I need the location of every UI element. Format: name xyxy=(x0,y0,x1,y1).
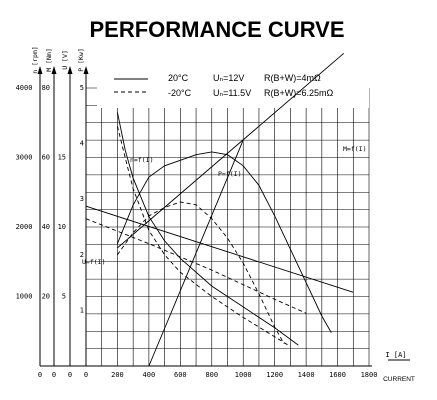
y-tick-label: 3000 xyxy=(16,154,33,162)
y-tick-label: 2000 xyxy=(16,223,33,231)
y-tick-label: 20 xyxy=(42,293,50,301)
y-tick-label: 10 xyxy=(58,223,66,231)
legend-background xyxy=(97,68,369,108)
legend-resistance-solid: R(B+W)=4mΩ xyxy=(264,73,321,83)
legend-temp-dashed: -20°C xyxy=(168,88,192,98)
x-axis-label: I [A] xyxy=(385,351,406,359)
y-axis-arrow xyxy=(67,66,73,74)
x-tick-label: 200 xyxy=(111,371,124,379)
y-tick-label: 15 xyxy=(58,154,66,162)
y-tick-label: 80 xyxy=(42,84,50,92)
axis-zero-label: 0 xyxy=(68,371,72,379)
legend: 20°C Uₙ=12V R(B+W)=4mΩ -20°C Uₙ=11.5V R(B+W)=… xyxy=(114,73,334,98)
label-voltage: U=f(I) xyxy=(82,258,105,266)
x-tick-label: 600 xyxy=(174,371,187,379)
x-tick-label: 0 xyxy=(84,371,88,379)
label-torque: M=f(I) xyxy=(343,145,366,153)
y-axis-label-0: n [rpm] xyxy=(31,46,39,73)
y-axis-arrow xyxy=(83,66,89,74)
y-tick-label: 60 xyxy=(42,154,50,162)
curves xyxy=(85,52,354,367)
x-tick-label: 1800 xyxy=(361,371,378,379)
legend-voltage-dashed: Uₙ=11.5V xyxy=(213,88,251,98)
y-tick-label: 2 xyxy=(80,251,84,259)
y-tick-label: 3 xyxy=(80,195,84,203)
voltage-curve-solid xyxy=(85,205,354,293)
x-tick-label: 1400 xyxy=(298,371,315,379)
x-tick-label: 1200 xyxy=(266,371,283,379)
y-tick-label: 1000 xyxy=(16,293,33,301)
chart-title: PERFORMANCE CURVE xyxy=(89,17,344,42)
legend-temp-solid: 20°C xyxy=(168,73,189,83)
y-axis-label-3: P [Kw] xyxy=(77,48,85,71)
axis-zero-label: 0 xyxy=(38,371,42,379)
y-tick-label: 4 xyxy=(80,140,84,148)
grid xyxy=(85,68,370,367)
x-tick-label: 400 xyxy=(143,371,156,379)
y-tick-label: 1 xyxy=(80,306,84,314)
torque-curve-solid xyxy=(148,139,244,367)
y-tick-label: 40 xyxy=(42,223,50,231)
x-tick-label: 800 xyxy=(205,371,218,379)
legend-resistance-dashed: R(B+W)=6.25mΩ xyxy=(264,88,334,98)
y-axis-label-2: U [V] xyxy=(61,50,69,70)
curve-labels: n=f(I) P=f(I) U=f(I) M=f(I) xyxy=(82,145,366,266)
speed-curve-solid xyxy=(116,112,299,346)
axis-zero-label: 0 xyxy=(52,371,56,379)
y-tick-label: 5 xyxy=(80,84,84,92)
y-axis-arrow xyxy=(37,66,43,74)
y-axis-label-1: M [Nm] xyxy=(45,48,53,71)
y-tick-label: 4000 xyxy=(16,84,33,92)
y-axis-arrow xyxy=(51,66,57,74)
x-tick-label: 1600 xyxy=(329,371,346,379)
x-axis-label-extra: CURRENT xyxy=(383,376,415,383)
y-tick-label: 5 xyxy=(62,293,66,301)
voltage-curve-dashed xyxy=(85,218,307,314)
speed-curve-dashed xyxy=(116,126,291,347)
label-speed: n=f(I) xyxy=(130,156,153,164)
axes: 0 200 400 600 800 1000 1200 1400 1600 1800 0 0 0 I [A… xyxy=(16,46,415,383)
x-tick-label: 1000 xyxy=(235,371,252,379)
label-power: P=f(I) xyxy=(218,170,241,178)
power-curve-solid xyxy=(116,151,332,333)
legend-voltage-solid: Uₙ=12V xyxy=(213,73,244,83)
torque-curve-solid xyxy=(117,52,345,249)
